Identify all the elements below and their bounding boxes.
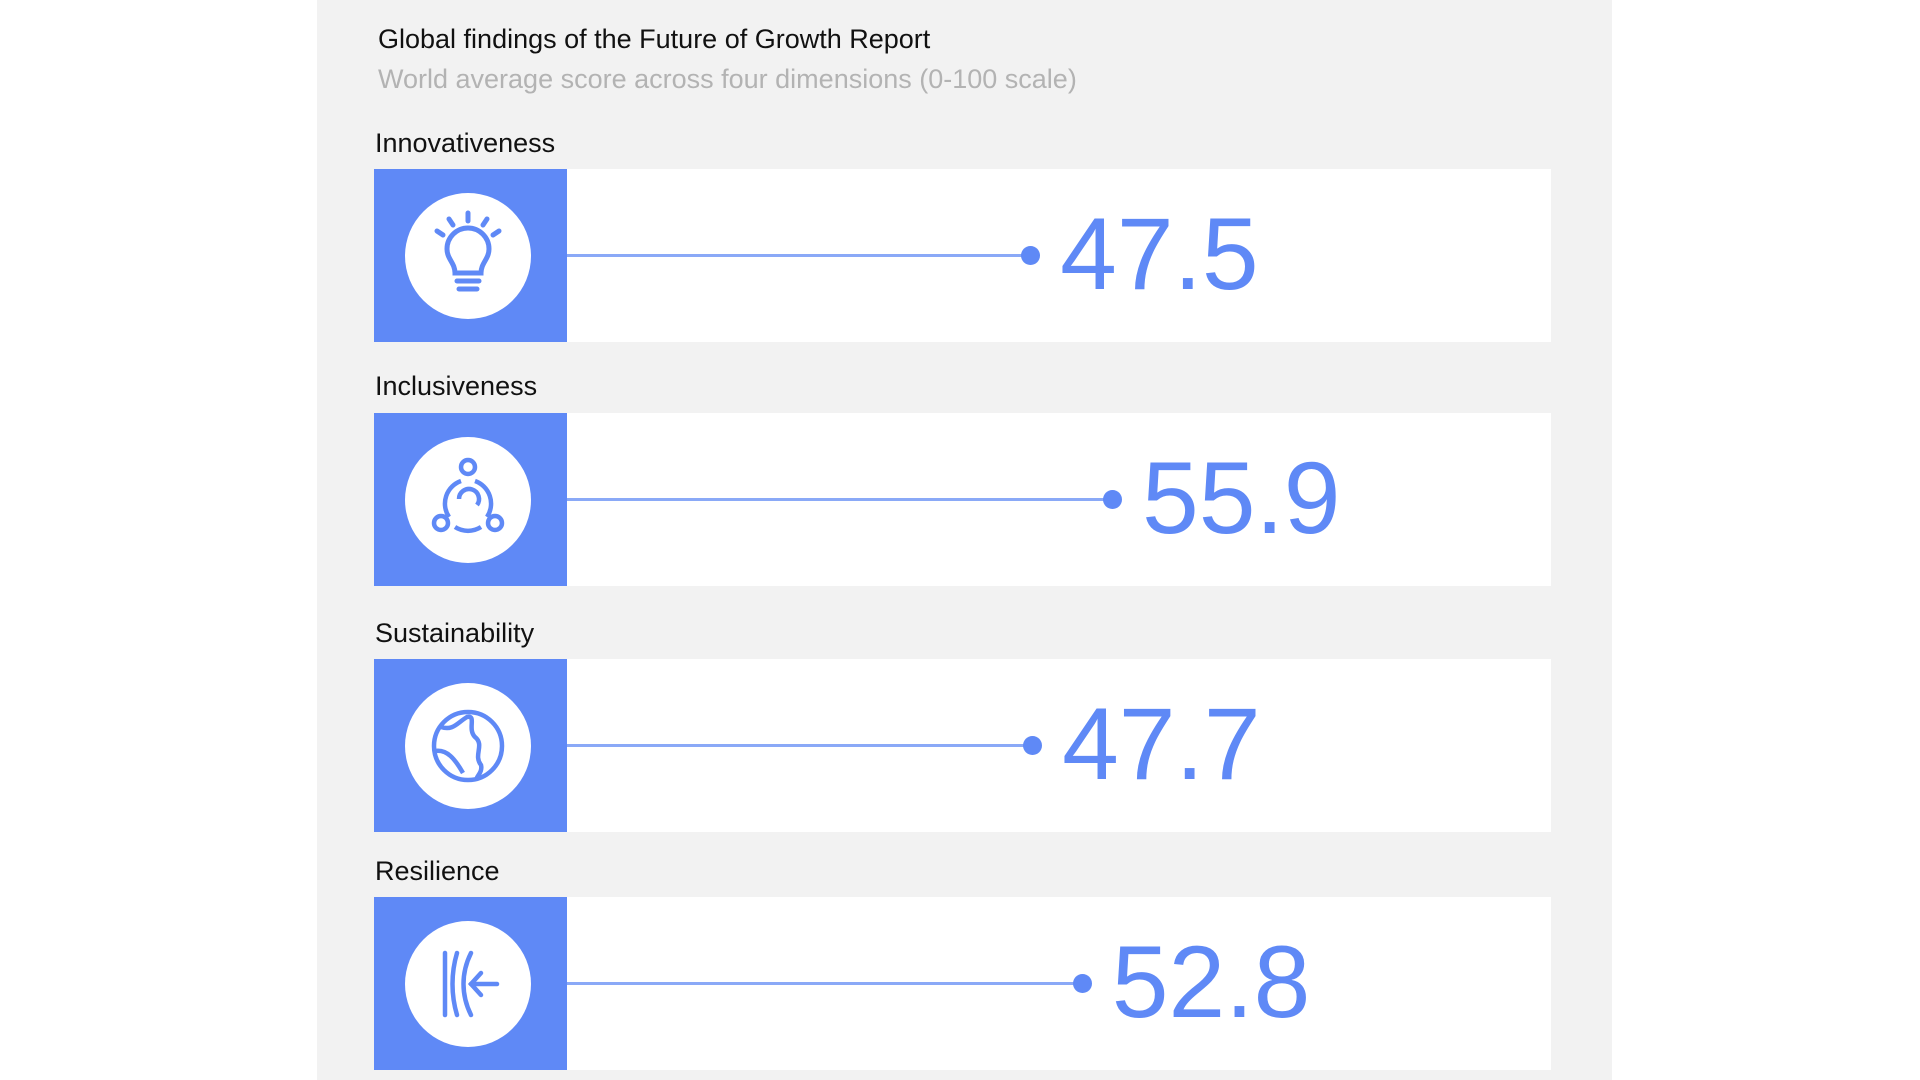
chart-title: Global findings of the Future of Growth … (378, 24, 931, 54)
icon-box (374, 659, 567, 832)
score-card: 55.9 (374, 413, 1551, 586)
score-value: 47.7 (1062, 687, 1261, 801)
score-value: 47.5 (1060, 197, 1259, 311)
icon-box (374, 897, 567, 1070)
row-label: Sustainability (375, 618, 535, 648)
icon-box (374, 413, 567, 586)
globe-icon (405, 683, 531, 809)
row-label: Inclusiveness (375, 371, 538, 401)
resilience-arrow-icon (405, 921, 531, 1047)
people-circle-icon (405, 437, 531, 563)
score-value: 52.8 (1111, 925, 1311, 1039)
icon-box (374, 169, 567, 342)
row-label: Resilience (375, 856, 500, 886)
score-dot (1021, 246, 1041, 265)
score-card: 47.5 (374, 169, 1551, 342)
score-card: 52.8 (374, 897, 1551, 1070)
score-line (567, 498, 1113, 501)
score-dot (1072, 974, 1092, 993)
score-line (567, 982, 1082, 985)
lightbulb-icon (405, 193, 531, 319)
score-line (567, 254, 1031, 257)
score-dot (1023, 736, 1043, 755)
chart-subtitle: World average score across four dimensio… (378, 64, 1077, 94)
score-dot (1103, 490, 1123, 509)
row-label: Innovativeness (375, 128, 556, 158)
score-line (567, 744, 1033, 747)
score-card: 47.7 (374, 659, 1551, 832)
score-value: 55.9 (1142, 441, 1341, 555)
